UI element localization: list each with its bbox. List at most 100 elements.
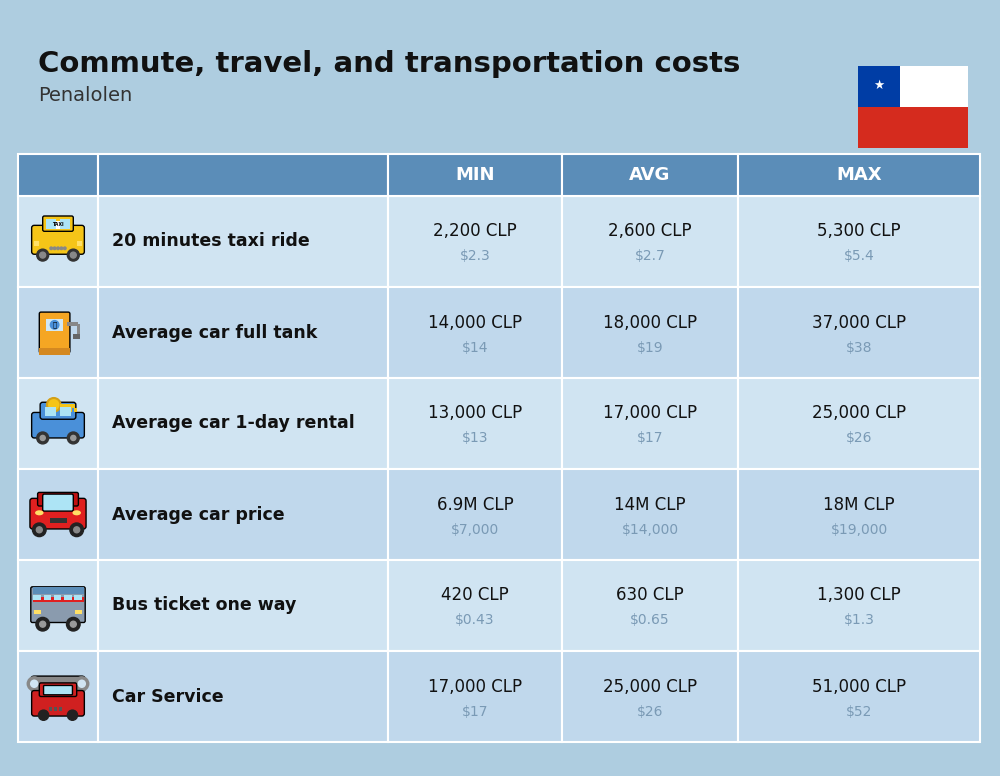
FancyBboxPatch shape (32, 413, 84, 438)
Text: 5,300 CLP: 5,300 CLP (817, 223, 901, 241)
Bar (388, 378, 562, 469)
Text: $2.7: $2.7 (635, 250, 665, 264)
Text: $0.65: $0.65 (630, 614, 670, 628)
Bar (39, 348, 70, 355)
Bar (18, 651, 98, 742)
Bar (74, 595, 82, 601)
Bar (18, 196, 98, 287)
Text: Bus ticket one way: Bus ticket one way (112, 597, 296, 615)
Circle shape (74, 676, 89, 691)
Text: 25,000 CLP: 25,000 CLP (603, 677, 697, 695)
Text: 13,000 CLP: 13,000 CLP (428, 404, 522, 422)
Bar (73, 334, 80, 339)
Bar (34, 241, 39, 246)
Text: 6.9M CLP: 6.9M CLP (437, 496, 513, 514)
Circle shape (78, 680, 86, 688)
Text: MAX: MAX (836, 166, 882, 184)
Circle shape (66, 618, 80, 631)
Circle shape (37, 432, 49, 444)
Text: 2,600 CLP: 2,600 CLP (608, 223, 692, 241)
Bar (18, 378, 98, 469)
Text: $1.3: $1.3 (844, 614, 874, 628)
Bar (562, 196, 738, 287)
Bar (74, 408, 77, 411)
Bar (98, 287, 388, 378)
Bar (738, 378, 980, 469)
FancyBboxPatch shape (39, 312, 70, 353)
Text: 14,000 CLP: 14,000 CLP (428, 314, 522, 331)
Bar (50, 518, 66, 523)
Text: $26: $26 (637, 705, 663, 719)
Circle shape (70, 523, 84, 536)
Text: 630 CLP: 630 CLP (616, 587, 684, 605)
FancyBboxPatch shape (44, 685, 72, 695)
Text: 18M CLP: 18M CLP (823, 496, 895, 514)
Bar (18, 560, 98, 651)
Bar (59, 707, 62, 711)
Text: MIN: MIN (455, 166, 495, 184)
Text: $2.3: $2.3 (460, 250, 490, 264)
Text: $19,000: $19,000 (830, 522, 888, 536)
Bar (738, 154, 980, 196)
Circle shape (47, 398, 61, 411)
Ellipse shape (35, 511, 44, 515)
Circle shape (30, 680, 38, 688)
Circle shape (67, 432, 79, 444)
Text: $0.43: $0.43 (455, 614, 495, 628)
Bar (18, 469, 98, 560)
Bar (562, 154, 738, 196)
Circle shape (57, 247, 59, 250)
Text: Average car full tank: Average car full tank (112, 324, 317, 341)
Bar (738, 651, 980, 742)
Bar (98, 560, 388, 651)
FancyBboxPatch shape (31, 676, 85, 691)
Circle shape (36, 527, 42, 533)
Bar (562, 560, 738, 651)
FancyBboxPatch shape (32, 225, 84, 255)
Text: $19: $19 (637, 341, 663, 355)
Text: $52: $52 (846, 705, 872, 719)
Bar (738, 469, 980, 560)
FancyBboxPatch shape (40, 402, 76, 419)
Bar (70, 408, 72, 411)
Circle shape (50, 320, 59, 329)
Text: 25,000 CLP: 25,000 CLP (812, 404, 906, 422)
FancyBboxPatch shape (31, 587, 85, 622)
Bar (98, 651, 388, 742)
Bar (98, 154, 388, 196)
Bar (388, 287, 562, 378)
Circle shape (40, 252, 46, 258)
Circle shape (71, 435, 76, 441)
Bar (858, 66, 900, 107)
Circle shape (60, 247, 63, 250)
Circle shape (67, 249, 79, 261)
Text: Car Service: Car Service (112, 688, 224, 705)
Bar (562, 469, 738, 560)
Text: $5.4: $5.4 (844, 250, 874, 264)
Circle shape (38, 710, 49, 720)
Text: 14M CLP: 14M CLP (614, 496, 686, 514)
Circle shape (53, 247, 56, 250)
Text: $17: $17 (637, 431, 663, 445)
Bar (45, 407, 56, 416)
Bar (18, 287, 98, 378)
Bar (54, 595, 61, 601)
Text: 18,000 CLP: 18,000 CLP (603, 314, 697, 331)
Bar (388, 560, 562, 651)
Ellipse shape (72, 511, 81, 515)
Bar (60, 220, 70, 229)
Bar (64, 595, 72, 601)
Bar (49, 707, 52, 711)
Circle shape (32, 523, 46, 536)
Circle shape (67, 710, 78, 720)
Bar (562, 378, 738, 469)
Text: 17,000 CLP: 17,000 CLP (603, 404, 697, 422)
Circle shape (40, 622, 46, 627)
FancyBboxPatch shape (43, 216, 73, 231)
Text: 420 CLP: 420 CLP (441, 587, 509, 605)
Text: Average car 1-day rental: Average car 1-day rental (112, 414, 355, 432)
Text: Penalolen: Penalolen (38, 86, 132, 105)
Circle shape (50, 247, 52, 250)
Text: $26: $26 (846, 431, 872, 445)
FancyBboxPatch shape (43, 494, 73, 511)
